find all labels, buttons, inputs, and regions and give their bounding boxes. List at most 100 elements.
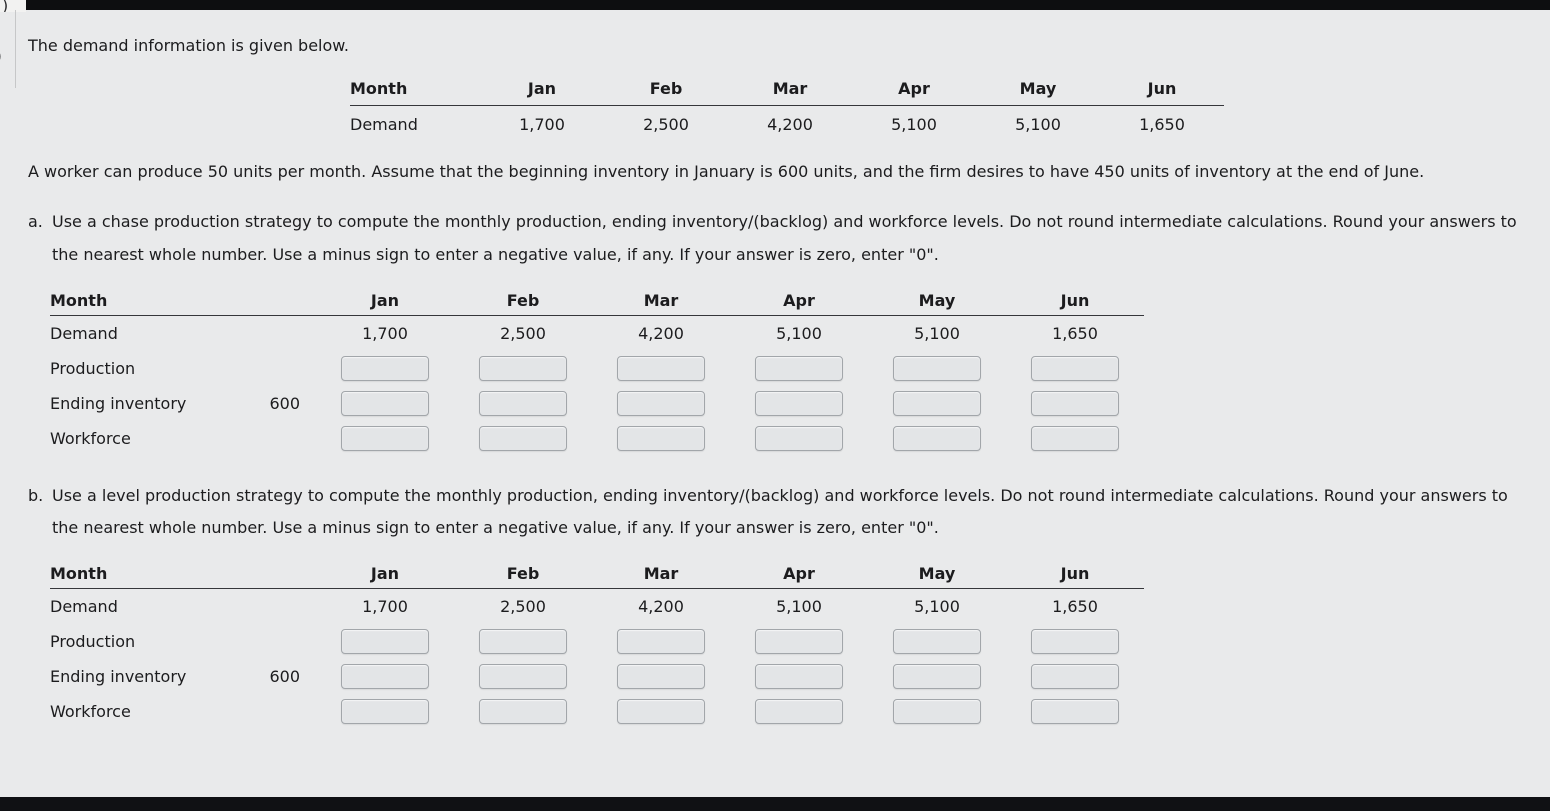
chase-workforce-label: Workforce — [50, 428, 131, 448]
level-demand-may: 5,100 — [914, 597, 960, 617]
level-workforce-input-jan[interactable] — [341, 699, 429, 725]
level-demand-jan: 1,700 — [362, 597, 408, 617]
level-production-input-may[interactable] — [893, 629, 981, 655]
level-production-input-jan[interactable] — [341, 629, 429, 655]
demand-table-month-feb: Feb — [649, 79, 683, 98]
chase-workforce-input-jan[interactable] — [341, 425, 429, 451]
level-production-row: Production — [50, 624, 1144, 659]
level-production-cell-apr — [730, 629, 868, 655]
level-production-cell-feb — [454, 629, 592, 655]
chase-production-input-jan[interactable] — [341, 355, 429, 381]
chase-ending-inventory-cell-mar — [592, 390, 730, 416]
demand-table-values-row: Demand 1,700 2,500 4,200 5,100 5,100 1,650 — [350, 106, 1224, 134]
level-workforce-cell-mar — [592, 699, 730, 725]
level-month-jun: Jun — [1060, 564, 1090, 584]
demand-value-may: 5,100 — [1015, 115, 1061, 134]
level-ending-inventory-cell-jan — [316, 664, 454, 690]
level-production-input-mar[interactable] — [617, 629, 705, 655]
chase-workforce-cell-jun — [1006, 425, 1144, 451]
level-demand-label: Demand — [50, 597, 118, 617]
level-workforce-cell-apr — [730, 699, 868, 725]
level-month-apr: Apr — [783, 564, 815, 584]
chase-month-may: May — [918, 290, 956, 310]
level-header-row: Month Jan Feb Mar Apr May Jun — [50, 559, 1144, 590]
level-ending-inventory-label: Ending inventory — [50, 667, 187, 687]
level-workforce-input-apr[interactable] — [755, 699, 843, 725]
chase-demand-mar: 4,200 — [638, 323, 684, 343]
level-workforce-cell-jan — [316, 699, 454, 725]
chase-production-cell-apr — [730, 355, 868, 381]
demand-table-month-jan: Jan — [527, 79, 557, 98]
part-b-instructions: b. Use a level production strategy to co… — [28, 480, 1550, 546]
chase-workforce-input-may[interactable] — [893, 425, 981, 451]
demand-table-header-row: Month Jan Feb Mar Apr May Jun — [350, 79, 1224, 106]
chase-ending-inventory-cell-feb — [454, 390, 592, 416]
chase-ending-inventory-input-mar[interactable] — [617, 390, 705, 416]
level-ending-inventory-input-may[interactable] — [893, 664, 981, 690]
level-workforce-input-may[interactable] — [893, 699, 981, 725]
level-workforce-row: Workforce — [50, 694, 1144, 729]
level-month-jan: Jan — [370, 564, 400, 584]
chase-production-input-mar[interactable] — [617, 355, 705, 381]
chase-month-mar: Mar — [643, 290, 679, 310]
chase-demand-apr: 5,100 — [776, 323, 822, 343]
level-demand-jun: 1,650 — [1052, 597, 1098, 617]
demand-table-month-apr: Apr — [898, 79, 930, 98]
level-workforce-input-jun[interactable] — [1031, 699, 1119, 725]
level-ending-inventory-cell-mar — [592, 664, 730, 690]
level-ending-inventory-cell-may — [868, 664, 1006, 690]
level-production-cell-mar — [592, 629, 730, 655]
chase-ending-inventory-input-feb[interactable] — [479, 390, 567, 416]
level-ending-inventory-input-feb[interactable] — [479, 664, 567, 690]
chase-workforce-input-jun[interactable] — [1031, 425, 1119, 451]
chase-ending-inventory-cell-apr — [730, 390, 868, 416]
chase-ending-inventory-input-jan[interactable] — [341, 390, 429, 416]
demand-table-month-jun: Jun — [1147, 79, 1177, 98]
level-ending-inventory-input-jan[interactable] — [341, 664, 429, 690]
level-beginning-inventory-value: 600 — [269, 667, 300, 687]
chase-production-input-jun[interactable] — [1031, 355, 1119, 381]
part-a-instructions: a. Use a chase production strategy to co… — [28, 206, 1550, 272]
chase-workforce-input-apr[interactable] — [755, 425, 843, 451]
chase-workforce-input-feb[interactable] — [479, 425, 567, 451]
chase-production-input-apr[interactable] — [755, 355, 843, 381]
chase-ending-inventory-input-may[interactable] — [893, 390, 981, 416]
level-month-mar: Mar — [643, 564, 679, 584]
chase-production-label: Production — [50, 358, 136, 378]
level-demand-row: Demand 1,700 2,500 4,200 5,100 5,100 1,650 — [50, 589, 1144, 624]
edge-artifact-glyph: ) — [0, 46, 2, 67]
chase-production-input-may[interactable] — [893, 355, 981, 381]
chase-month-label: Month — [50, 290, 108, 310]
level-ending-inventory-input-mar[interactable] — [617, 664, 705, 690]
chase-demand-feb: 2,500 — [500, 323, 546, 343]
chase-beginning-inventory-value: 600 — [269, 393, 300, 413]
chase-workforce-input-mar[interactable] — [617, 425, 705, 451]
level-production-input-apr[interactable] — [755, 629, 843, 655]
chase-demand-label: Demand — [50, 323, 118, 343]
chase-production-cell-mar — [592, 355, 730, 381]
level-production-cell-may — [868, 629, 1006, 655]
level-workforce-input-feb[interactable] — [479, 699, 567, 725]
level-workforce-input-mar[interactable] — [617, 699, 705, 725]
edge-artifact-glyph: ) — [2, 0, 9, 12]
level-production-cell-jan — [316, 629, 454, 655]
chase-production-input-feb[interactable] — [479, 355, 567, 381]
chase-ending-inventory-cell-may — [868, 390, 1006, 416]
chase-ending-inventory-cell-jun — [1006, 390, 1144, 416]
level-production-input-feb[interactable] — [479, 629, 567, 655]
level-ending-inventory-cell-jun — [1006, 664, 1144, 690]
question-content: The demand information is given below. M… — [28, 10, 1550, 729]
level-month-label: Month — [50, 564, 108, 584]
chase-ending-inventory-input-jun[interactable] — [1031, 390, 1119, 416]
level-demand-mar: 4,200 — [638, 597, 684, 617]
chase-workforce-cell-mar — [592, 425, 730, 451]
level-ending-inventory-input-jun[interactable] — [1031, 664, 1119, 690]
level-production-input-jun[interactable] — [1031, 629, 1119, 655]
chase-ending-inventory-input-apr[interactable] — [755, 390, 843, 416]
chase-ending-inventory-cell-jan — [316, 390, 454, 416]
demand-value-feb: 2,500 — [643, 115, 689, 134]
level-workforce-cell-jun — [1006, 699, 1144, 725]
demand-table-month-header: Month — [350, 79, 408, 98]
level-ending-inventory-input-apr[interactable] — [755, 664, 843, 690]
chase-month-apr: Apr — [783, 290, 815, 310]
